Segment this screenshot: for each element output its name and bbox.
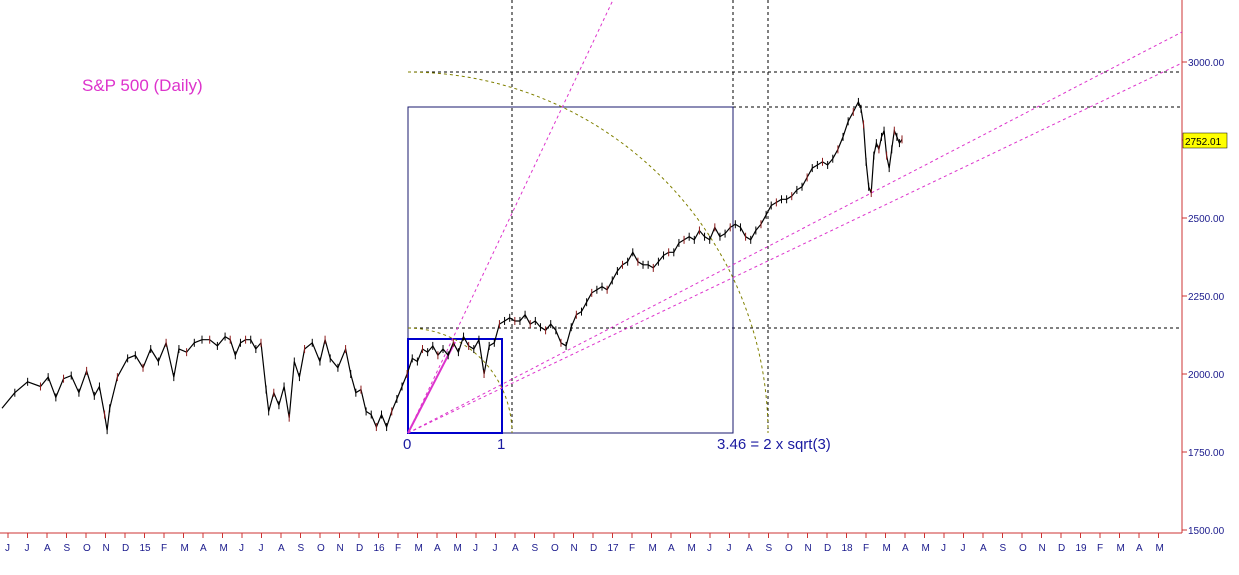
y-tick-label: 3000.00 (1188, 58, 1225, 69)
x-tick-label: J (239, 543, 244, 554)
x-tick-label: N (1039, 543, 1046, 554)
x-tick-label: N (103, 543, 110, 554)
x-tick-label: M (649, 543, 657, 554)
x-tick-label: J (727, 543, 732, 554)
magenta-ray-lower (407, 62, 1183, 434)
unit-square (407, 338, 503, 434)
x-tick-label: D (1058, 543, 1065, 554)
magenta-ray-upper (407, 31, 1183, 434)
x-tick-label: J (473, 543, 478, 554)
magenta-ray-steep (407, 0, 614, 434)
unit-arc (407, 327, 513, 434)
x-tick-label: N (805, 543, 812, 554)
x-tick-label: D (590, 543, 597, 554)
last-value-badge-bg (1182, 132, 1228, 149)
radius-arc (407, 71, 769, 434)
y-ticks: 1500.001750.002000.002250.002500.002750.… (1182, 58, 1225, 537)
x-tick-label: 15 (140, 543, 152, 554)
x-tick-label: A (980, 543, 987, 554)
x-tick-label: M (922, 543, 930, 554)
x-tick-label: M (1156, 543, 1164, 554)
x-tick-label: A (902, 543, 909, 554)
x-tick-label: O (317, 543, 325, 554)
x-tick-label: A (434, 543, 441, 554)
x-tick-label: M (415, 543, 423, 554)
price-bars (14, 97, 903, 435)
x-tick-label: M (181, 543, 189, 554)
x-tick-label: J (941, 543, 946, 554)
x-tick-label: S (532, 543, 539, 554)
chart-title: S&P 500 (Daily) (82, 76, 203, 95)
x-tick-label: 17 (608, 543, 620, 554)
x-tick-label: M (1117, 543, 1125, 554)
x-tick-label: S (298, 543, 305, 554)
x-tick-label: D (356, 543, 363, 554)
x-tick-label: F (395, 543, 401, 554)
x-tick-label: F (629, 543, 635, 554)
x-tick-label: A (746, 543, 753, 554)
x-tick-label: M (220, 543, 228, 554)
x-tick-label: O (1019, 543, 1027, 554)
x-tick-label: N (571, 543, 578, 554)
label-zero: 0 (403, 436, 411, 453)
x-tick-label: A (278, 543, 285, 554)
price-series-line (1, 100, 903, 431)
x-tick-label: A (200, 543, 207, 554)
x-tick-label: A (668, 543, 675, 554)
label-ratio: 3.46 = 2 x sqrt(3) (717, 436, 831, 453)
large-square (407, 106, 734, 434)
x-tick-label: M (883, 543, 891, 554)
x-tick-label: 19 (1076, 543, 1088, 554)
x-tick-label: M (454, 543, 462, 554)
x-tick-label: D (122, 543, 129, 554)
x-tick-label: J (961, 543, 966, 554)
x-tick-label: J (493, 543, 498, 554)
y-tick-label: 2000.00 (1188, 370, 1225, 381)
last-value-badge: 2752.01 (1182, 132, 1228, 149)
last-value-label: 2752.01 (1185, 137, 1222, 148)
x-tick-label: O (785, 543, 793, 554)
x-tick-label: O (83, 543, 91, 554)
x-tick-label: A (1136, 543, 1143, 554)
x-tick-label: F (863, 543, 869, 554)
x-tick-label: D (824, 543, 831, 554)
x-tick-label: J (25, 543, 30, 554)
geometry-overlay: 0 1 3.46 = 2 x sqrt(3) (403, 0, 1183, 453)
x-tick-label: F (1097, 543, 1103, 554)
x-tick-label: S (64, 543, 71, 554)
x-tick-label: A (44, 543, 51, 554)
x-tick-label: O (551, 543, 559, 554)
x-tick-label: S (766, 543, 773, 554)
x-tick-label: J (707, 543, 712, 554)
x-tick-label: J (259, 543, 264, 554)
x-tick-label: 18 (842, 543, 854, 554)
y-tick-label: 2250.00 (1188, 292, 1225, 303)
y-tick-label: 1750.00 (1188, 448, 1225, 459)
y-tick-label: 1500.00 (1188, 526, 1225, 537)
x-tick-label: J (5, 543, 10, 554)
label-one: 1 (497, 436, 505, 453)
x-tick-label: M (688, 543, 696, 554)
x-tick-label: N (337, 543, 344, 554)
y-tick-label: 2500.00 (1188, 214, 1225, 225)
x-ticks: J J A S O N D 15 F M A M J J A S O N D 16 F M A M J J A S O N D 17 F M A M J… (5, 533, 1164, 554)
x-tick-label: 16 (374, 543, 386, 554)
x-tick-label: A (512, 543, 519, 554)
magenta-solid-ray (407, 341, 456, 434)
x-tick-label: S (1000, 543, 1007, 554)
x-tick-label: F (161, 543, 167, 554)
